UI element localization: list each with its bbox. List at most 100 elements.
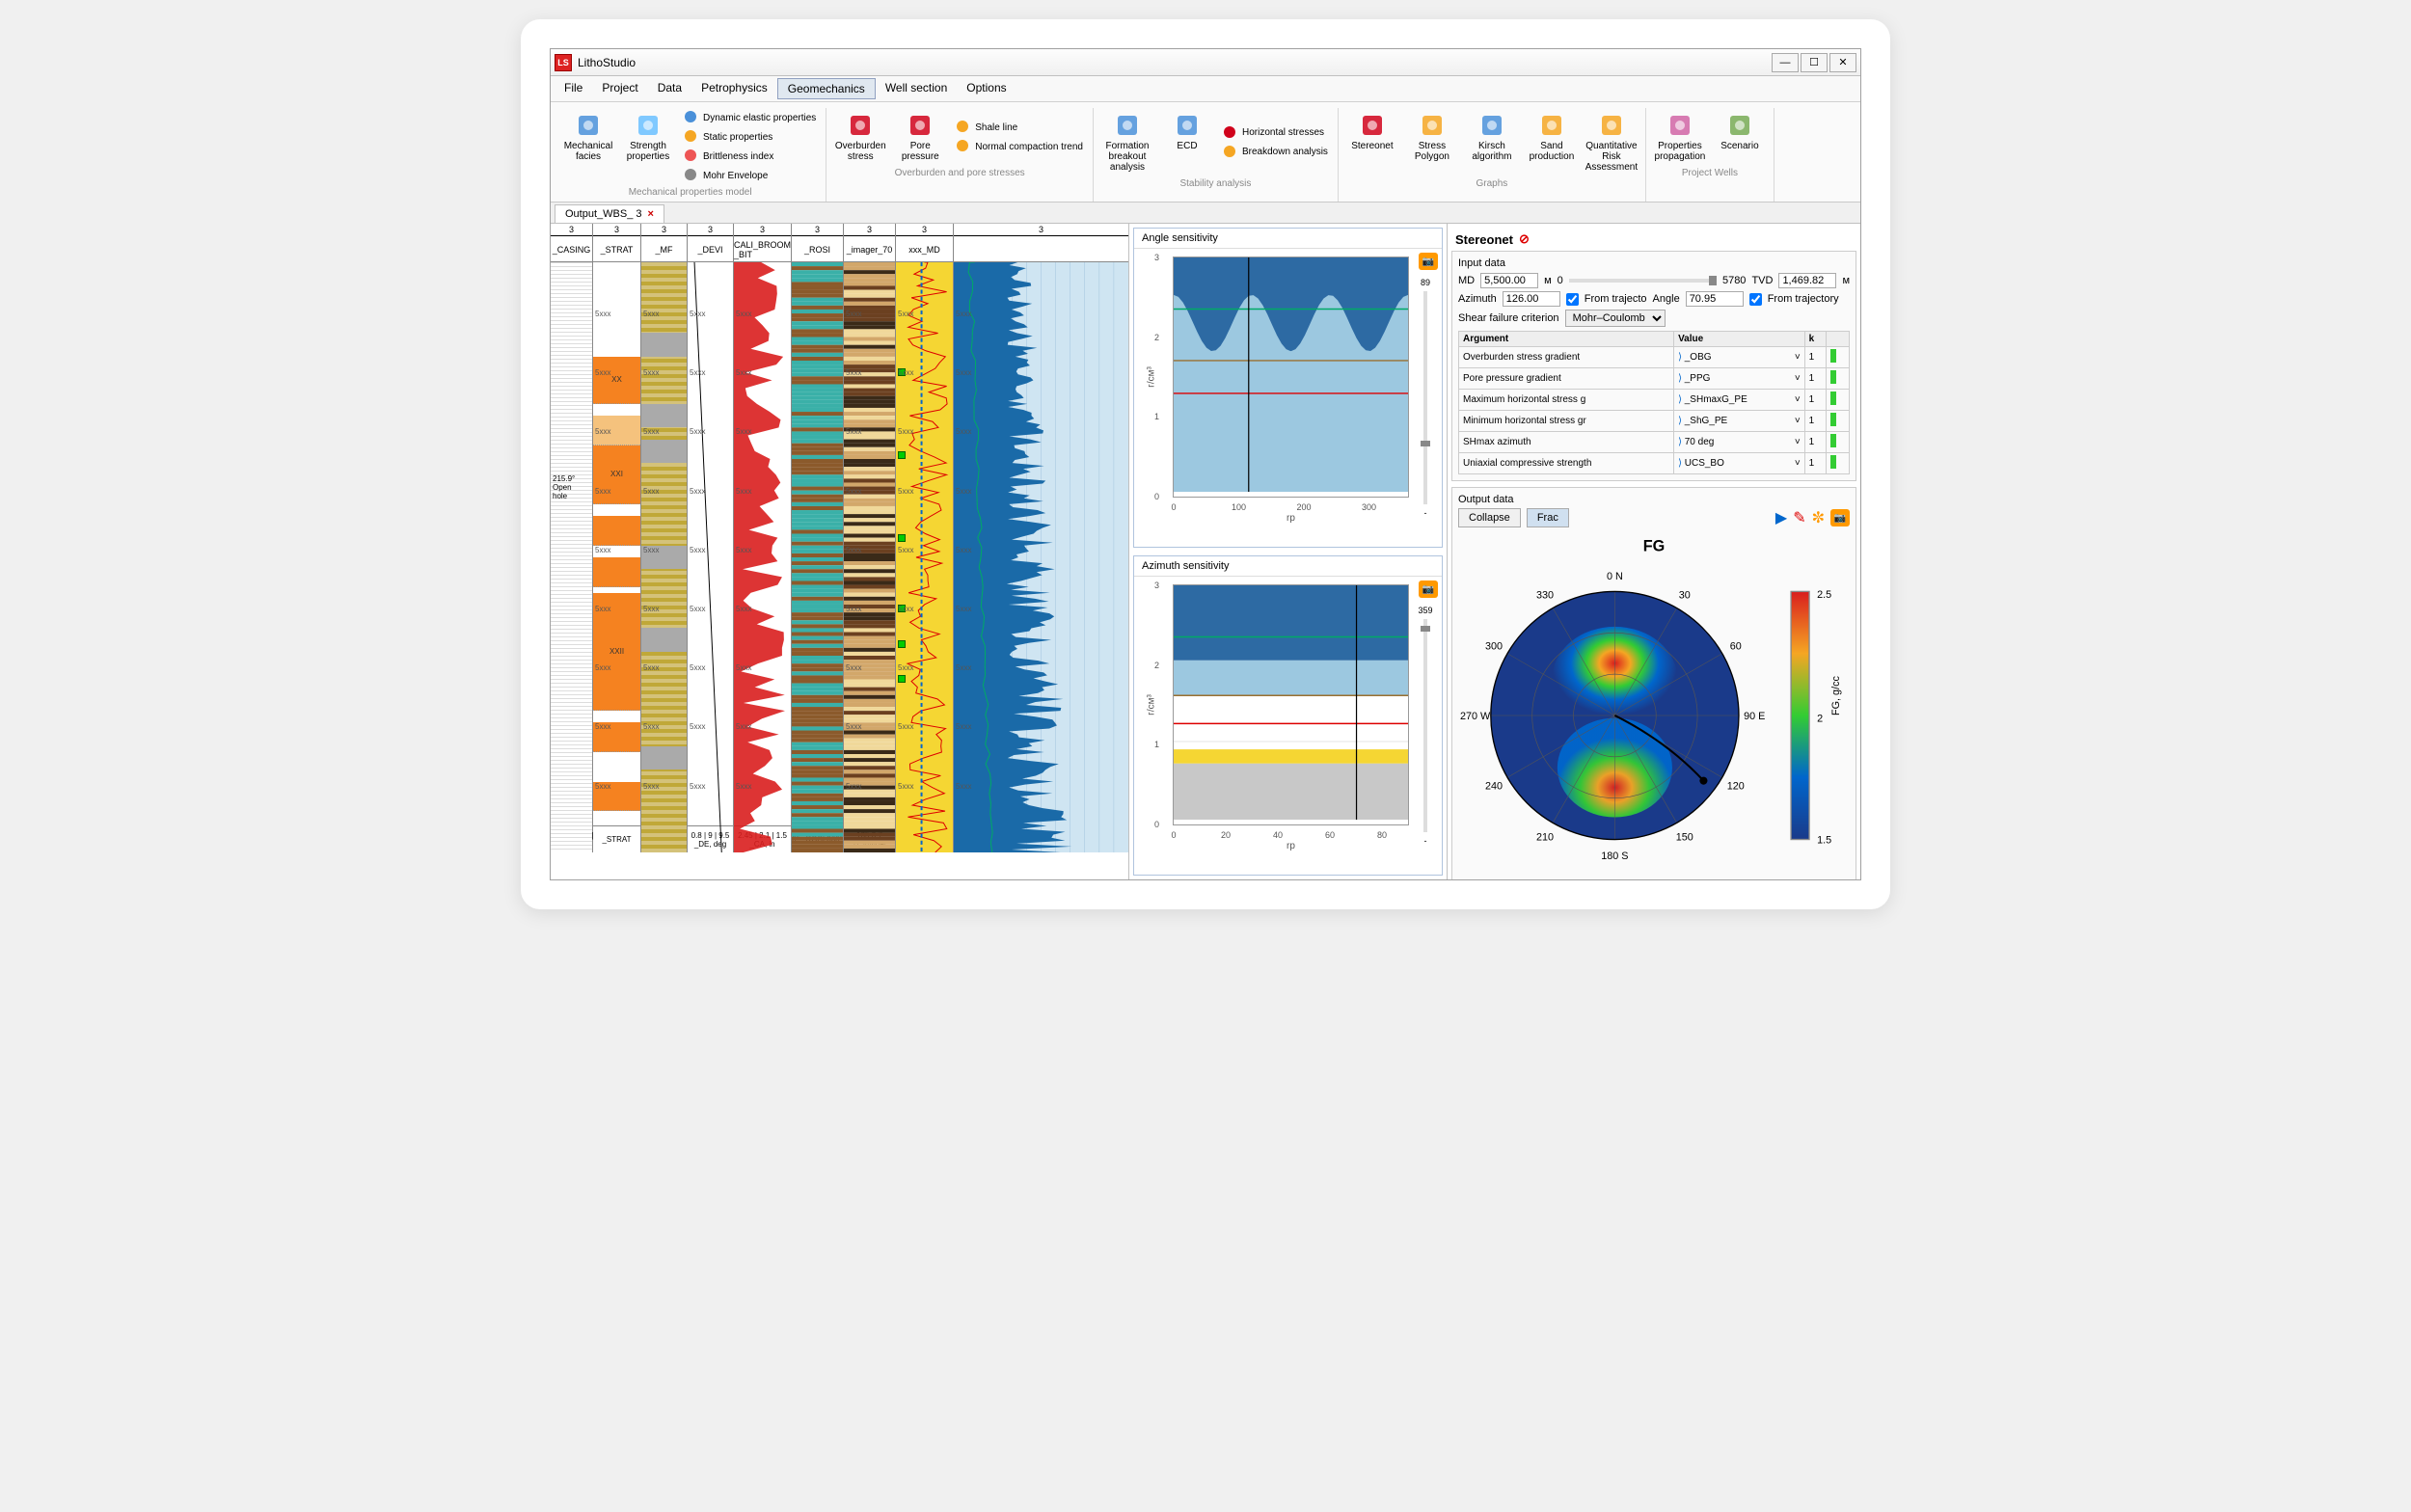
arg-row[interactable]: Minimum horizontal stress gr⟩ _ShG_PE ˅1: [1459, 411, 1850, 432]
output-data-section: Output data Collapse Frac ▶ ✎ ✼ 📷 FG0 N3…: [1451, 487, 1856, 879]
ribbon-shale-line[interactable]: Shale line: [952, 118, 1087, 137]
track-rosi[interactable]: 3_ROSI0° _ROSI 360°: [792, 224, 844, 852]
svg-text:150: 150: [1676, 831, 1693, 843]
stereonet-panel: Stereonet ⊘ Input data MD м 0 5780 TVD м…: [1448, 224, 1860, 879]
play-icon[interactable]: ▶: [1775, 508, 1787, 527]
ribbon-stereonet[interactable]: Stereonet: [1344, 108, 1400, 176]
tvd-label: TVD: [1751, 275, 1773, 286]
info-azimuth: Azimuth: 0 deg: [1551, 878, 1581, 879]
menu-petrophysics[interactable]: Petrophysics: [691, 78, 777, 99]
arg-row[interactable]: SHmax azimuth⟩ 70 deg ˅1: [1459, 432, 1850, 453]
angle-input[interactable]: [1686, 291, 1744, 307]
svg-text:FG: FG: [1643, 537, 1666, 554]
svg-text:270 W: 270 W: [1460, 711, 1491, 722]
screenshot-icon[interactable]: 📷: [1830, 509, 1850, 526]
close-button[interactable]: ✕: [1829, 53, 1856, 72]
input-data-section: Input data MD м 0 5780 TVD м Azimuth Fro…: [1451, 251, 1856, 481]
ribbon-pore-pressure[interactable]: Porepressure: [892, 108, 948, 166]
menu-geomechanics[interactable]: Geomechanics: [777, 78, 876, 99]
tvd-input[interactable]: [1778, 273, 1836, 288]
ribbon-stress-polygon[interactable]: StressPolygon: [1404, 108, 1460, 176]
criterion-label: Shear failure criterion: [1458, 312, 1559, 324]
ribbon-overburden-stress[interactable]: Overburdenstress: [832, 108, 888, 166]
app-window: LS LithoStudio — ☐ ✕ FileProjectDataPetr…: [550, 48, 1861, 880]
ribbon-brittleness-index[interactable]: Brittleness index: [680, 147, 820, 166]
azimuth-sensitivity-chart: Azimuth sensitivity 📷 359 - 020406080012…: [1133, 555, 1443, 876]
track-casing[interactable]: 3_CASING|8620|20862|_CASING215.9° Open h…: [551, 224, 593, 852]
md-slider[interactable]: [1569, 279, 1717, 283]
info-angle: Angle: 0 deg: [1516, 878, 1538, 879]
track-calibroom[interactable]: 3CALI_BROOM_BIT2.45 | 2.1 | 1.5_CA, in5x…: [734, 224, 792, 852]
info-fg: FG: 0 g/cc: [1594, 878, 1614, 879]
edit-icon[interactable]: ✎: [1793, 508, 1805, 527]
gear-icon[interactable]: ✼: [1812, 508, 1825, 527]
svg-text:2: 2: [1817, 714, 1823, 725]
svg-text:0 N: 0 N: [1607, 571, 1623, 582]
track-imager70[interactable]: 3_imager_70105 0.7TI_imager5xxx5xxx5xxx5…: [844, 224, 896, 852]
track-xxxmd[interactable]: 3xxx_MD0.8 1 1.2 1.45xxx5xxx5xxx5xxx5xxx…: [896, 224, 954, 852]
ribbon-dynamic-elastic-properties[interactable]: Dynamic elastic properties: [680, 108, 820, 127]
arg-row[interactable]: Overburden stress gradient⟩ _OBG ˅1: [1459, 347, 1850, 368]
frac-button[interactable]: Frac: [1527, 508, 1569, 527]
svg-text:1.5: 1.5: [1817, 835, 1831, 847]
angle-label: Angle: [1653, 293, 1680, 305]
ribbon-properties-propagation[interactable]: Propertiespropagation: [1652, 108, 1708, 166]
track-devi[interactable]: 3_DEVI0.8 | 9 | 9.5_DE, deg5xxx5xxx5xxx5…: [688, 224, 734, 852]
screenshot-icon[interactable]: 📷: [1419, 253, 1438, 270]
maximize-button[interactable]: ☐: [1801, 53, 1828, 72]
azimuth-input[interactable]: [1503, 291, 1560, 307]
ribbon-mohr-envelope[interactable]: Mohr Envelope: [680, 166, 820, 185]
ribbon-static-properties[interactable]: Static properties: [680, 127, 820, 147]
ribbon-formation-breakout-analysis[interactable]: Formationbreakout analysis: [1099, 108, 1155, 176]
svg-text:300: 300: [1485, 641, 1503, 653]
ribbon-ecd[interactable]: ECD: [1159, 108, 1215, 176]
menu-file[interactable]: File: [555, 78, 592, 99]
arg-row[interactable]: Maximum horizontal stress g⟩ _SHmaxG_PE …: [1459, 390, 1850, 411]
chart-title: Azimuth sensitivity: [1134, 556, 1442, 577]
svg-text:180 S: 180 S: [1601, 850, 1628, 862]
chart-title: Angle sensitivity: [1134, 229, 1442, 249]
arguments-table: ArgumentValuekOverburden stress gradient…: [1458, 331, 1850, 474]
from-trajectory-check-2[interactable]: [1749, 293, 1762, 306]
arg-row[interactable]: Uniaxial compressive strength⟩ UCS_BO ˅1: [1459, 453, 1850, 474]
menu-data[interactable]: Data: [648, 78, 691, 99]
svg-text:2.5: 2.5: [1817, 589, 1831, 601]
menu-project[interactable]: Project: [592, 78, 647, 99]
tab-output-wbs[interactable]: Output_WBS_ 3 ×: [555, 204, 664, 223]
arg-row[interactable]: Pore pressure gradient⟩ _PPG ˅1: [1459, 368, 1850, 390]
azimuth-slider[interactable]: 359 -: [1413, 606, 1438, 846]
md-input[interactable]: [1480, 273, 1538, 288]
ribbon-quantitative-risk-assessment[interactable]: Quantitative RiskAssessment: [1584, 108, 1639, 176]
ribbon-horizontal-stresses[interactable]: Horizontal stresses: [1219, 123, 1332, 143]
app-logo-icon: LS: [555, 54, 572, 71]
track-strat[interactable]: 3_STRAT_STRATXXXXIXXII5xxx5xxx5xxx5xxx5x…: [593, 224, 641, 852]
svg-text:210: 210: [1536, 831, 1554, 843]
criterion-select[interactable]: Mohr–Coulomb: [1565, 310, 1666, 327]
ribbon-breakdown-analysis[interactable]: Breakdown analysis: [1219, 143, 1332, 162]
document-tabs: Output_WBS_ 3 ×: [551, 202, 1860, 224]
ribbon: MechanicalfaciesStrengthpropertiesDynami…: [551, 102, 1860, 202]
from-trajectory-check-1[interactable]: [1566, 293, 1579, 306]
collapse-button[interactable]: Collapse: [1458, 508, 1521, 527]
svg-text:FG, g/cc: FG, g/cc: [1830, 676, 1842, 716]
minimize-button[interactable]: —: [1772, 53, 1799, 72]
md-label: MD: [1458, 275, 1475, 286]
menu-well-section[interactable]: Well section: [876, 78, 957, 99]
ribbon-mechanical-facies[interactable]: Mechanicalfacies: [560, 108, 616, 185]
ribbon-scenario[interactable]: Scenario: [1712, 108, 1768, 166]
menubar: FileProjectDataPetrophysicsGeomechanicsW…: [551, 76, 1860, 102]
track-mf[interactable]: 3_MF0 | 45 | 90_MF5xxx5xxx5xxx5xxx5xxx5x…: [641, 224, 688, 852]
ribbon-kirsch-algorithm[interactable]: Kirschalgorithm: [1464, 108, 1520, 176]
screenshot-icon[interactable]: 📷: [1419, 580, 1438, 598]
menu-options[interactable]: Options: [957, 78, 1016, 99]
azimuth-label: Azimuth: [1458, 293, 1497, 305]
app-title: LithoStudio: [578, 56, 1770, 69]
ribbon-sand-production[interactable]: Sandproduction: [1524, 108, 1580, 176]
ribbon-strength-properties[interactable]: Strengthproperties: [620, 108, 676, 185]
tab-close-icon[interactable]: ×: [648, 208, 654, 220]
angle-slider[interactable]: 89 -: [1413, 278, 1438, 518]
titlebar: LS LithoStudio — ☐ ✕: [551, 49, 1860, 76]
svg-text:60: 60: [1730, 641, 1742, 653]
track-ppggcc[interactable]: 31.6 2 2.4 2.6 2.8_PPG, g/cc5xxx5xxx5xxx…: [954, 224, 1129, 852]
ribbon-normal-compaction-trend[interactable]: Normal compaction trend: [952, 137, 1087, 156]
